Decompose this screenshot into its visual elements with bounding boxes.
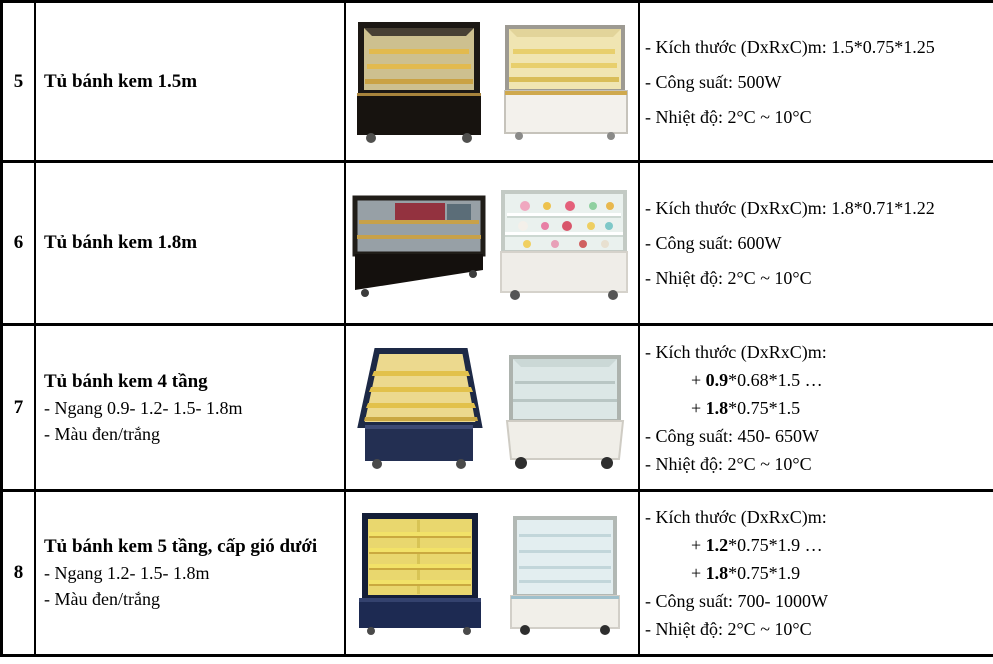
product-photo-black-cabinet bbox=[357, 21, 481, 143]
dim-rest: *0.75*1.9 … bbox=[728, 535, 823, 555]
dim-rest: *0.68*1.5 … bbox=[728, 369, 823, 390]
product-name-cell: Tủ bánh kem 1.8m bbox=[34, 160, 346, 326]
spec-line-temperature: - Nhiệt độ: 2°C ~ 10°C bbox=[645, 268, 812, 288]
product-images-cell bbox=[344, 489, 640, 657]
product-name-cell: Tủ bánh kem 4 tầng - Ngang 0.9- 1.2- 1.5… bbox=[34, 323, 346, 492]
spec-line-dimension: - Kích thước (DxRxC)m: 1.5*0.75*1.25 bbox=[645, 36, 935, 57]
spec-line-power: - Công suất: 600W bbox=[645, 233, 782, 253]
spec-line-temperature: - Nhiệt độ: 2°C ~ 10°C bbox=[645, 619, 812, 639]
dim-rest: *0.75*1.5 bbox=[728, 397, 801, 418]
dim-bold-value: 1.8 bbox=[705, 397, 729, 418]
product-title: Tủ bánh kem 1.8m bbox=[44, 232, 198, 253]
spec-line-dimension-option: + 1.8*0.75*1.9 bbox=[645, 562, 993, 584]
spec-line-temperature: - Nhiệt độ: 2°C ~ 10°C bbox=[645, 106, 812, 127]
product-subline: - Ngang 1.2- 1.5- 1.8m bbox=[44, 563, 210, 583]
product-images-cell bbox=[344, 323, 640, 492]
dim-prefix: + bbox=[691, 397, 706, 418]
specs-cell: - Kích thước (DxRxC)m: + 1.2*0.75*1.9 … … bbox=[638, 489, 993, 657]
product-subline: - Ngang 0.9- 1.2- 1.5- 1.8m bbox=[44, 397, 243, 418]
dim-prefix: + bbox=[691, 563, 706, 583]
product-subline: - Màu đen/trắng bbox=[44, 423, 160, 444]
specs-cell: - Kích thước (DxRxC)m: 1.5*0.75*1.25 - C… bbox=[638, 0, 993, 163]
spec-line-power: - Công suất: 700- 1000W bbox=[645, 591, 828, 611]
product-images-cell bbox=[344, 0, 640, 163]
specs-cell: - Kích thước (DxRxC)m: 1.8*0.71*1.22 - C… bbox=[638, 160, 993, 326]
product-photo-white-cabinet bbox=[505, 354, 625, 469]
table-row: 8 Tủ bánh kem 5 tầng, cấp gió dưới - Nga… bbox=[0, 489, 993, 657]
spec-line-dimension: - Kích thước (DxRxC)m: bbox=[645, 507, 827, 527]
dim-prefix: + bbox=[691, 369, 706, 390]
product-subline: - Màu đen/trắng bbox=[44, 589, 160, 609]
table-row: 5 Tủ bánh kem 1.5m bbox=[0, 0, 993, 163]
spec-line-temperature: - Nhiệt độ: 2°C ~ 10°C bbox=[645, 453, 812, 474]
row-number: 8 bbox=[0, 489, 36, 657]
row-number: 5 bbox=[0, 0, 36, 163]
spec-line-dimension: - Kích thước (DxRxC)m: 1.8*0.71*1.22 bbox=[645, 198, 935, 218]
dim-bold-value: 1.8 bbox=[705, 563, 729, 583]
product-photo-navy-cabinet bbox=[359, 513, 481, 635]
product-photo-black-cabinet bbox=[352, 195, 486, 297]
product-photo-navy-cabinet bbox=[357, 347, 483, 469]
table-row: 7 Tủ bánh kem 4 tầng - Ngang 0.9- 1.2- 1… bbox=[0, 323, 993, 492]
spec-line-dimension-option: + 1.8*0.75*1.5 bbox=[645, 397, 993, 419]
dim-bold-value: 1.2 bbox=[705, 535, 729, 555]
spec-line-dimension-option: + 0.9*0.68*1.5 … bbox=[645, 369, 993, 391]
spec-line-dimension-option: + 1.2*0.75*1.9 … bbox=[645, 534, 993, 556]
product-title: Tủ bánh kem 5 tầng, cấp gió dưới bbox=[44, 536, 318, 557]
dim-rest: *0.75*1.9 bbox=[728, 563, 801, 583]
spec-line-power: - Công suất: 500W bbox=[645, 71, 782, 92]
product-title: Tủ bánh kem 1.5m bbox=[44, 70, 198, 92]
product-photo-white-cabinet bbox=[510, 516, 620, 635]
product-images-cell bbox=[344, 160, 640, 326]
table-row: 6 Tủ bánh kem 1.8m bbox=[0, 160, 993, 326]
specs-cell: - Kích thước (DxRxC)m: + 0.9*0.68*1.5 … … bbox=[638, 323, 993, 492]
product-photo-white-cabinet-with-cakes bbox=[500, 190, 628, 300]
product-title: Tủ bánh kem 4 tầng bbox=[44, 370, 208, 392]
row-number: 6 bbox=[0, 160, 36, 326]
product-name-cell: Tủ bánh kem 5 tầng, cấp gió dưới - Ngang… bbox=[34, 489, 346, 657]
row-number: 7 bbox=[0, 323, 36, 492]
product-name-cell: Tủ bánh kem 1.5m bbox=[34, 0, 346, 163]
product-photo-white-cabinet bbox=[504, 24, 628, 140]
spec-line-dimension: - Kích thước (DxRxC)m: bbox=[645, 341, 827, 362]
dim-prefix: + bbox=[691, 535, 706, 555]
dim-bold-value: 0.9 bbox=[705, 369, 729, 390]
spec-line-power: - Công suất: 450- 650W bbox=[645, 425, 819, 446]
